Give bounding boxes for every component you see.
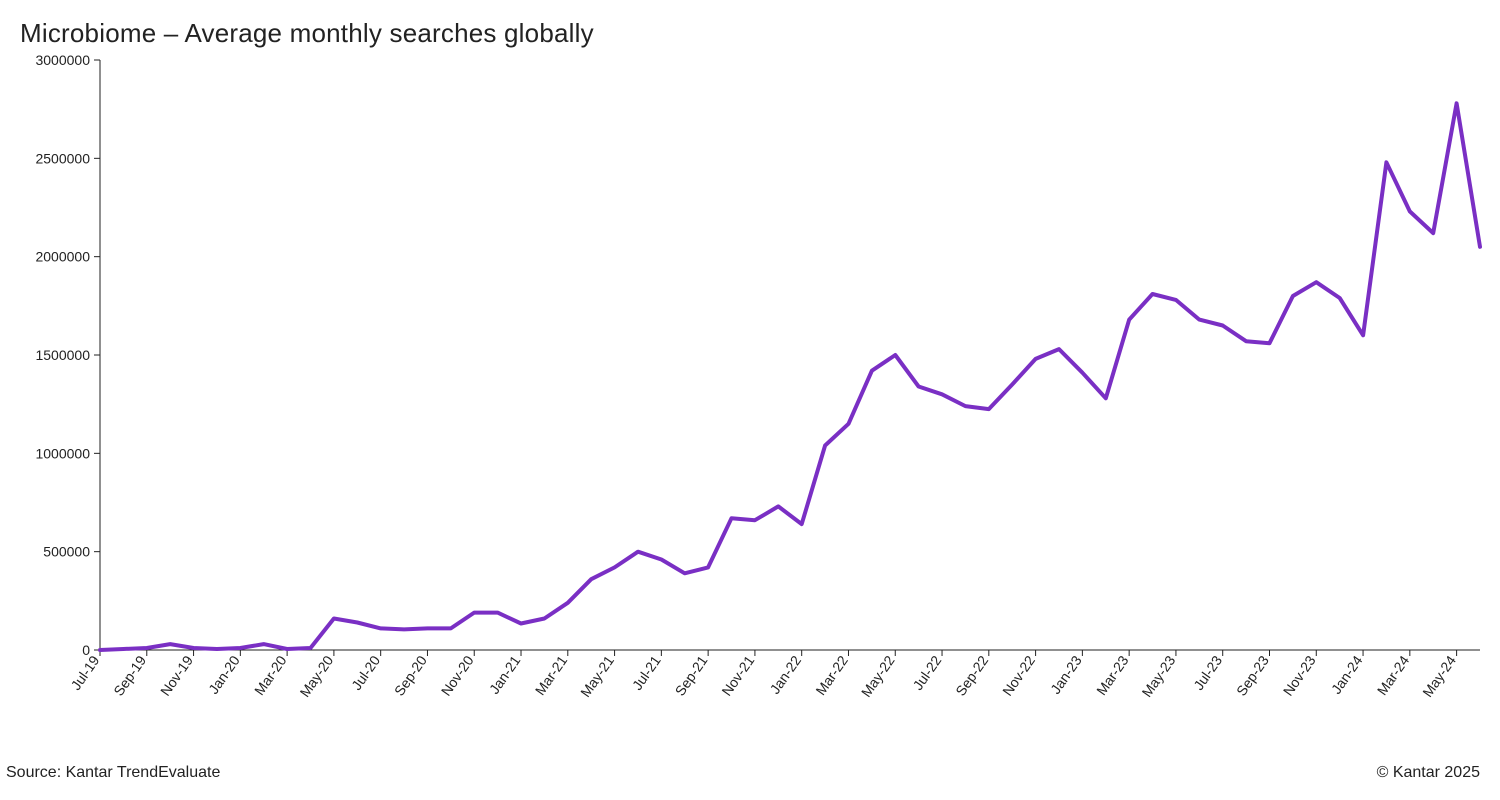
x-tick-label: Jan-23	[1047, 652, 1085, 696]
x-tick-label: Nov-19	[157, 652, 196, 698]
x-tick-label: Sep-21	[672, 652, 711, 698]
footer-source: Source: Kantar TrendEvaluate	[6, 764, 220, 782]
x-tick-label: Sep-20	[391, 652, 430, 698]
x-tick-label: Sep-22	[952, 652, 991, 698]
x-tick-label: Jul-21	[629, 652, 664, 693]
line-chart: 0500000100000015000002000000250000030000…	[0, 0, 1500, 800]
x-tick-label: Jul-22	[910, 652, 945, 693]
x-tick-label: May-22	[858, 652, 898, 700]
x-tick-label: Jan-24	[1328, 652, 1366, 696]
x-tick-label: Sep-19	[110, 652, 149, 698]
x-tick-label: Nov-22	[999, 652, 1038, 698]
x-tick-label: Jul-20	[348, 652, 383, 693]
x-tick-label: Nov-21	[718, 652, 757, 698]
y-tick-label: 3000000	[35, 52, 90, 68]
y-tick-label: 1000000	[35, 445, 90, 461]
y-tick-label: 2000000	[35, 249, 90, 265]
data-line	[100, 103, 1480, 650]
x-tick-label: Jul-23	[1190, 652, 1225, 693]
y-tick-label: 500000	[43, 544, 90, 560]
x-tick-label: Mar-24	[1374, 652, 1413, 698]
x-tick-label: May-21	[577, 652, 617, 700]
y-tick-label: 1500000	[35, 347, 90, 363]
x-tick-label: Mar-23	[1093, 652, 1132, 698]
x-tick-label: Mar-22	[812, 652, 851, 698]
x-tick-label: Mar-21	[532, 652, 571, 698]
x-tick-label: May-20	[296, 652, 336, 700]
x-tick-label: Jan-21	[486, 652, 524, 696]
x-tick-label: Nov-20	[438, 652, 477, 698]
footer-copyright: © Kantar 2025	[1377, 764, 1480, 782]
y-tick-label: 2500000	[35, 150, 90, 166]
x-tick-label: Jul-19	[67, 652, 102, 693]
x-tick-label: May-23	[1139, 652, 1179, 700]
x-tick-label: May-24	[1419, 652, 1459, 700]
x-tick-label: Jan-20	[205, 652, 243, 696]
x-tick-label: Jan-22	[766, 652, 804, 696]
x-tick-label: Sep-23	[1233, 652, 1272, 698]
x-tick-label: Mar-20	[251, 652, 290, 698]
x-tick-label: Nov-23	[1280, 652, 1319, 698]
